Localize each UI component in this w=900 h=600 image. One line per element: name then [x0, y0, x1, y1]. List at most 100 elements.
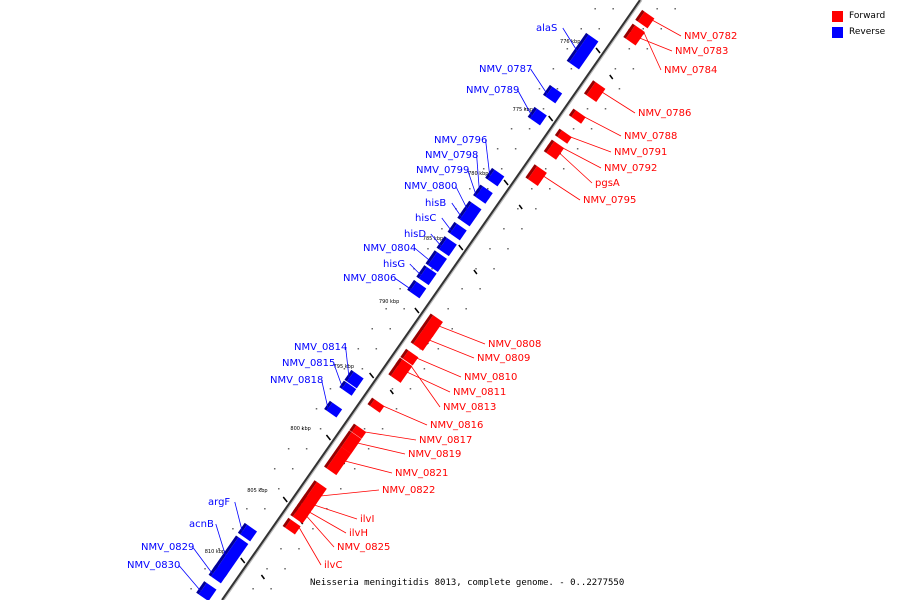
tick-label: 805 kbp	[247, 488, 267, 494]
guide-dot	[580, 28, 582, 30]
guide-dot	[266, 568, 268, 570]
guide-dot	[646, 48, 649, 50]
guide-dot	[594, 8, 596, 10]
guide-dot	[270, 588, 272, 590]
reverse-gene	[240, 524, 258, 542]
reverse-gene	[341, 382, 357, 396]
forward-leader	[601, 91, 636, 114]
guide-dot	[614, 68, 617, 70]
forward-gene-shade	[525, 164, 538, 180]
tick-label: 776 kbp	[560, 39, 580, 45]
forward-gene-shade	[628, 23, 636, 32]
reverse-gene	[215, 537, 249, 577]
forward-gene	[326, 446, 352, 476]
tick-mark	[369, 372, 375, 379]
reverse-gene-shade	[436, 236, 448, 250]
reverse-gene-label: hisG	[383, 259, 405, 270]
forward-gene	[397, 359, 413, 373]
guide-dot	[531, 188, 533, 190]
guide-dot	[507, 248, 509, 250]
reverse-gene-shade	[196, 581, 207, 595]
scale-mark	[518, 204, 523, 210]
forward-gene-label: NMV_0819	[408, 449, 461, 460]
guide-dot	[514, 148, 517, 150]
guide-dot	[535, 208, 537, 210]
reverse-leader	[234, 501, 244, 534]
guide-dot	[562, 168, 565, 170]
guide-dot	[232, 528, 234, 530]
guide-dot	[315, 408, 318, 410]
tick-label: 790 kbp	[379, 299, 399, 305]
reverse-gene-label: NMV_0814	[294, 342, 347, 353]
forward-gene-label: pgsA	[595, 178, 620, 189]
reverse-gene-label: NMV_0818	[270, 375, 323, 386]
reverse-gene	[409, 281, 427, 299]
legend-reverse: Reverse	[832, 24, 890, 40]
guide-dot	[301, 428, 304, 430]
guide-dot	[660, 28, 662, 30]
guide-dot	[361, 368, 364, 370]
guide-dot	[556, 88, 559, 90]
guide-dot	[628, 48, 631, 50]
tick-mark	[240, 557, 246, 564]
reverse-gene	[465, 202, 482, 218]
guide-dot	[618, 88, 621, 90]
forward-leader	[382, 405, 428, 426]
reverse-gene	[478, 186, 493, 200]
guide-dot	[319, 428, 322, 430]
forward-gene-label: NMV_0817	[419, 435, 472, 446]
guide-dot	[598, 28, 600, 30]
forward-leader	[344, 460, 393, 474]
reverse-gene-label: NMV_0806	[343, 273, 396, 284]
reverse-gene	[418, 266, 437, 286]
reverse-gene-shade	[566, 32, 589, 63]
guide-dot	[612, 8, 614, 10]
forward-gene-shade	[290, 506, 299, 517]
forward-gene-label: NMV_0808	[488, 339, 541, 350]
reverse-gene	[569, 34, 599, 70]
forward-gene-label: NMV_0791	[614, 147, 667, 158]
forward-gene-label: NMV_0784	[664, 65, 717, 76]
tick-mark	[458, 244, 464, 251]
tick-mark	[282, 496, 288, 503]
forward-gene	[351, 425, 367, 439]
genome-axis	[221, 0, 641, 600]
scale-mark	[260, 574, 266, 580]
reverse-gene-shade	[425, 250, 438, 266]
guide-dot	[542, 108, 545, 110]
forward-gene-shade	[420, 313, 434, 330]
reverse-gene	[459, 209, 477, 227]
reverse-gene	[198, 582, 217, 600]
guide-dot	[538, 88, 541, 90]
forward-leader	[651, 19, 682, 37]
forward-gene-shade	[324, 445, 342, 469]
reverse-gene-shade	[473, 188, 481, 197]
forward-gene-label: ilvH	[349, 528, 368, 539]
forward-gene-shade	[568, 108, 576, 117]
forward-leader	[406, 371, 451, 393]
forward-gene	[630, 25, 645, 39]
reverse-gene-shade	[416, 265, 427, 279]
forward-leader	[410, 365, 441, 408]
reverse-gene-label: acnB	[189, 519, 214, 530]
reverse-leader	[467, 169, 478, 198]
guide-dot	[389, 328, 391, 330]
guide-dot	[298, 548, 300, 550]
forward-gene	[369, 399, 385, 413]
forward-gene-label: NMV_0795	[583, 195, 636, 206]
guide-dot	[343, 368, 346, 370]
forward-gene-shade	[395, 357, 403, 366]
guide-dot	[461, 288, 463, 290]
guide-dot	[566, 48, 569, 50]
reverse-gene-label: NMV_0830	[127, 560, 180, 571]
reverse-gene-shade	[213, 535, 239, 570]
forward-gene	[292, 508, 309, 524]
guide-dot	[479, 288, 481, 290]
tick-label: 775 kbp	[513, 107, 533, 113]
reverse-gene	[487, 169, 505, 187]
guide-dot	[363, 428, 366, 430]
reverse-gene	[530, 108, 547, 126]
forward-gene	[549, 141, 565, 155]
guide-dot	[403, 308, 405, 310]
guide-dot	[549, 188, 551, 190]
